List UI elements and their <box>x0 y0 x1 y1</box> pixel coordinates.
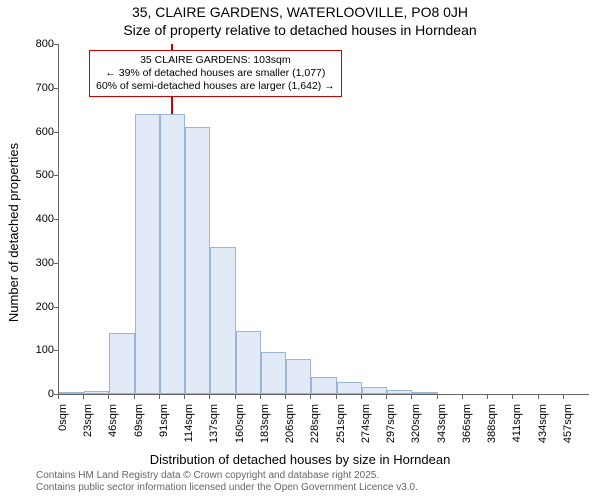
x-tick-mark <box>235 395 236 399</box>
x-tick-label: 183sqm <box>259 404 271 443</box>
x-axis-label: Distribution of detached houses by size … <box>0 452 600 467</box>
x-tick-mark <box>336 395 337 399</box>
y-tick-label: 800 <box>14 38 54 50</box>
histogram-bar <box>387 390 412 394</box>
y-tick-label: 400 <box>14 213 54 225</box>
annotation-box: 35 CLAIRE GARDENS: 103sqm ← 39% of detac… <box>89 50 342 97</box>
x-tick-mark <box>361 395 362 399</box>
y-tick-mark <box>54 175 58 176</box>
x-tick-label: 69sqm <box>133 404 145 437</box>
x-tick-label: 91sqm <box>158 404 170 437</box>
histogram-bar <box>210 247 235 394</box>
footer-line-1: Contains HM Land Registry data © Crown c… <box>36 470 418 482</box>
x-tick-label: 160sqm <box>234 404 246 443</box>
x-tick-label: 388sqm <box>486 404 498 443</box>
x-tick-label: 320sqm <box>410 404 422 443</box>
y-tick-label: 700 <box>14 82 54 94</box>
histogram-bar <box>109 333 134 394</box>
x-tick-mark <box>134 395 135 399</box>
y-tick-mark <box>54 307 58 308</box>
y-tick-mark <box>54 350 58 351</box>
x-tick-mark <box>310 395 311 399</box>
y-tick-mark <box>54 44 58 45</box>
x-tick-mark <box>58 395 59 399</box>
x-tick-mark <box>437 395 438 399</box>
x-tick-mark <box>285 395 286 399</box>
x-tick-mark <box>512 395 513 399</box>
annotation-line-3: 60% of semi-detached houses are larger (… <box>96 80 335 93</box>
x-tick-mark <box>260 395 261 399</box>
y-tick-label: 100 <box>14 344 54 356</box>
y-tick-label: 300 <box>14 257 54 269</box>
histogram-bar <box>84 391 109 395</box>
x-tick-label: 137sqm <box>208 404 220 443</box>
x-tick-mark <box>83 395 84 399</box>
x-tick-mark <box>538 395 539 399</box>
x-tick-label: 0sqm <box>57 404 69 431</box>
x-tick-label: 457sqm <box>562 404 574 443</box>
x-tick-mark <box>411 395 412 399</box>
x-tick-label: 46sqm <box>107 404 119 437</box>
x-tick-mark <box>108 395 109 399</box>
chart-title-line1: 35, CLAIRE GARDENS, WATERLOOVILLE, PO8 0… <box>0 4 600 20</box>
histogram-bar <box>185 127 210 394</box>
y-tick-mark <box>54 88 58 89</box>
chart-title-line2: Size of property relative to detached ho… <box>0 22 600 38</box>
x-tick-mark <box>563 395 564 399</box>
histogram-bar <box>362 387 387 394</box>
y-tick-label: 600 <box>14 126 54 138</box>
x-tick-label: 366sqm <box>461 404 473 443</box>
x-tick-label: 23sqm <box>82 404 94 437</box>
annotation-line-2: ← 39% of detached houses are smaller (1,… <box>96 67 335 80</box>
x-tick-mark <box>487 395 488 399</box>
x-tick-label: 251sqm <box>335 404 347 443</box>
y-tick-label: 0 <box>14 388 54 400</box>
y-axis-label: Number of detached properties <box>6 53 21 232</box>
x-tick-mark <box>386 395 387 399</box>
histogram-bar <box>261 352 286 394</box>
x-tick-mark <box>209 395 210 399</box>
x-tick-label: 228sqm <box>309 404 321 443</box>
histogram-bar <box>286 359 311 394</box>
annotation-line-1: 35 CLAIRE GARDENS: 103sqm <box>96 54 335 67</box>
x-tick-mark <box>184 395 185 399</box>
x-tick-label: 297sqm <box>385 404 397 443</box>
y-tick-label: 200 <box>14 301 54 313</box>
histogram-bar <box>311 377 336 395</box>
histogram-bar <box>160 114 185 394</box>
histogram-bar <box>135 114 160 394</box>
histogram-bar <box>59 392 84 394</box>
x-tick-label: 274sqm <box>360 404 372 443</box>
y-tick-mark <box>54 219 58 220</box>
histogram-bar <box>337 382 362 394</box>
footer-line-2: Contains public sector information licen… <box>36 482 418 494</box>
plot-area: 35 CLAIRE GARDENS: 103sqm ← 39% of detac… <box>58 44 589 395</box>
x-tick-label: 411sqm <box>511 404 523 442</box>
y-tick-mark <box>54 132 58 133</box>
y-tick-label: 500 <box>14 169 54 181</box>
x-tick-label: 114sqm <box>183 404 195 442</box>
histogram-bar <box>236 331 261 394</box>
y-tick-mark <box>54 263 58 264</box>
x-tick-mark <box>462 395 463 399</box>
footer-attribution: Contains HM Land Registry data © Crown c… <box>36 470 418 494</box>
x-tick-label: 206sqm <box>284 404 296 443</box>
chart-container: 35, CLAIRE GARDENS, WATERLOOVILLE, PO8 0… <box>0 0 600 500</box>
x-tick-label: 434sqm <box>537 404 549 443</box>
histogram-bar <box>412 392 437 394</box>
x-tick-label: 343sqm <box>436 404 448 443</box>
x-tick-mark <box>159 395 160 399</box>
